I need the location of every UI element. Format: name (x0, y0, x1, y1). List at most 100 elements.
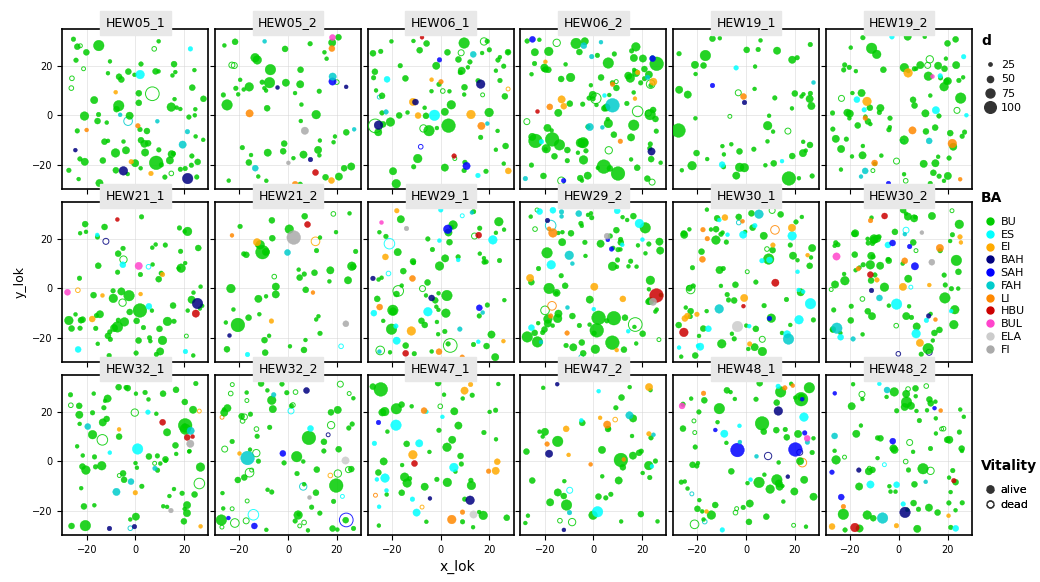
Point (478, 37, 495, 46)
Point (194, 135, 211, 144)
Point (304, 502, 320, 512)
Point (338, 82, 355, 91)
Point (863, 44, 880, 53)
Point (96, 137, 112, 146)
Point (802, 261, 818, 271)
Point (453, 211, 470, 221)
Point (275, 147, 291, 156)
Point (308, 246, 324, 255)
Point (74, 315, 90, 324)
Point (151, 145, 167, 154)
Point (249, 432, 265, 441)
Point (695, 389, 711, 398)
Point (880, 255, 896, 264)
Point (746, 144, 762, 154)
Point (288, 452, 305, 462)
Point (113, 287, 130, 296)
Point (791, 456, 808, 466)
Point (140, 395, 157, 404)
Point (519, 37, 536, 46)
Point (86, 95, 103, 105)
Point (690, 504, 706, 513)
Point (744, 209, 760, 218)
Point (634, 235, 651, 244)
Point (905, 447, 921, 456)
Point (942, 236, 959, 246)
Point (908, 246, 925, 255)
Point (230, 320, 246, 329)
Point (139, 407, 156, 417)
Point (110, 249, 127, 258)
Point (132, 270, 149, 279)
Point (536, 171, 552, 180)
Point (120, 116, 136, 126)
Point (73, 315, 89, 325)
Point (691, 331, 707, 340)
Point (213, 516, 230, 525)
Point (643, 433, 659, 442)
Point (118, 146, 134, 155)
Point (475, 428, 492, 437)
Point (431, 425, 447, 435)
Point (786, 89, 803, 98)
Point (127, 158, 144, 168)
Point (550, 309, 567, 318)
Point (754, 256, 771, 265)
Point (738, 45, 755, 55)
Point (862, 480, 879, 489)
Point (133, 482, 150, 491)
Point (214, 488, 231, 498)
Point (956, 127, 972, 137)
Point (601, 90, 618, 100)
Point (642, 110, 658, 119)
Point (215, 90, 232, 100)
Point (617, 313, 633, 322)
Point (641, 429, 657, 438)
Point (414, 502, 431, 512)
Point (192, 521, 209, 531)
Point (489, 126, 505, 136)
Point (382, 118, 398, 127)
Point (112, 110, 129, 119)
Point (373, 273, 390, 282)
Point (615, 294, 631, 304)
Point (490, 379, 506, 389)
Point (736, 163, 753, 172)
Point (770, 406, 786, 416)
Point (847, 229, 863, 238)
Point (262, 65, 279, 74)
Point (457, 386, 473, 395)
Point (365, 308, 382, 318)
Point (921, 179, 938, 188)
Point (775, 497, 791, 506)
Point (243, 466, 260, 475)
Point (78, 466, 95, 475)
Point (548, 288, 565, 297)
Point (906, 480, 922, 489)
Point (530, 264, 547, 273)
Point (861, 463, 878, 473)
Point (894, 137, 911, 146)
Point (564, 259, 580, 268)
Point (555, 102, 572, 111)
Point (423, 293, 440, 303)
Point (439, 291, 456, 300)
Point (90, 110, 107, 119)
Point (940, 511, 957, 520)
Point (671, 85, 687, 94)
Point (783, 104, 800, 113)
Point (623, 133, 640, 142)
Point (765, 159, 782, 168)
Point (111, 432, 128, 441)
Point (613, 517, 629, 526)
Point (416, 103, 433, 112)
Point (110, 101, 127, 111)
Point (173, 247, 189, 256)
Point (224, 230, 240, 240)
Point (951, 219, 967, 229)
Point (89, 232, 106, 242)
Point (343, 464, 360, 474)
Point (248, 449, 264, 458)
Point (797, 428, 813, 438)
Point (760, 254, 777, 264)
